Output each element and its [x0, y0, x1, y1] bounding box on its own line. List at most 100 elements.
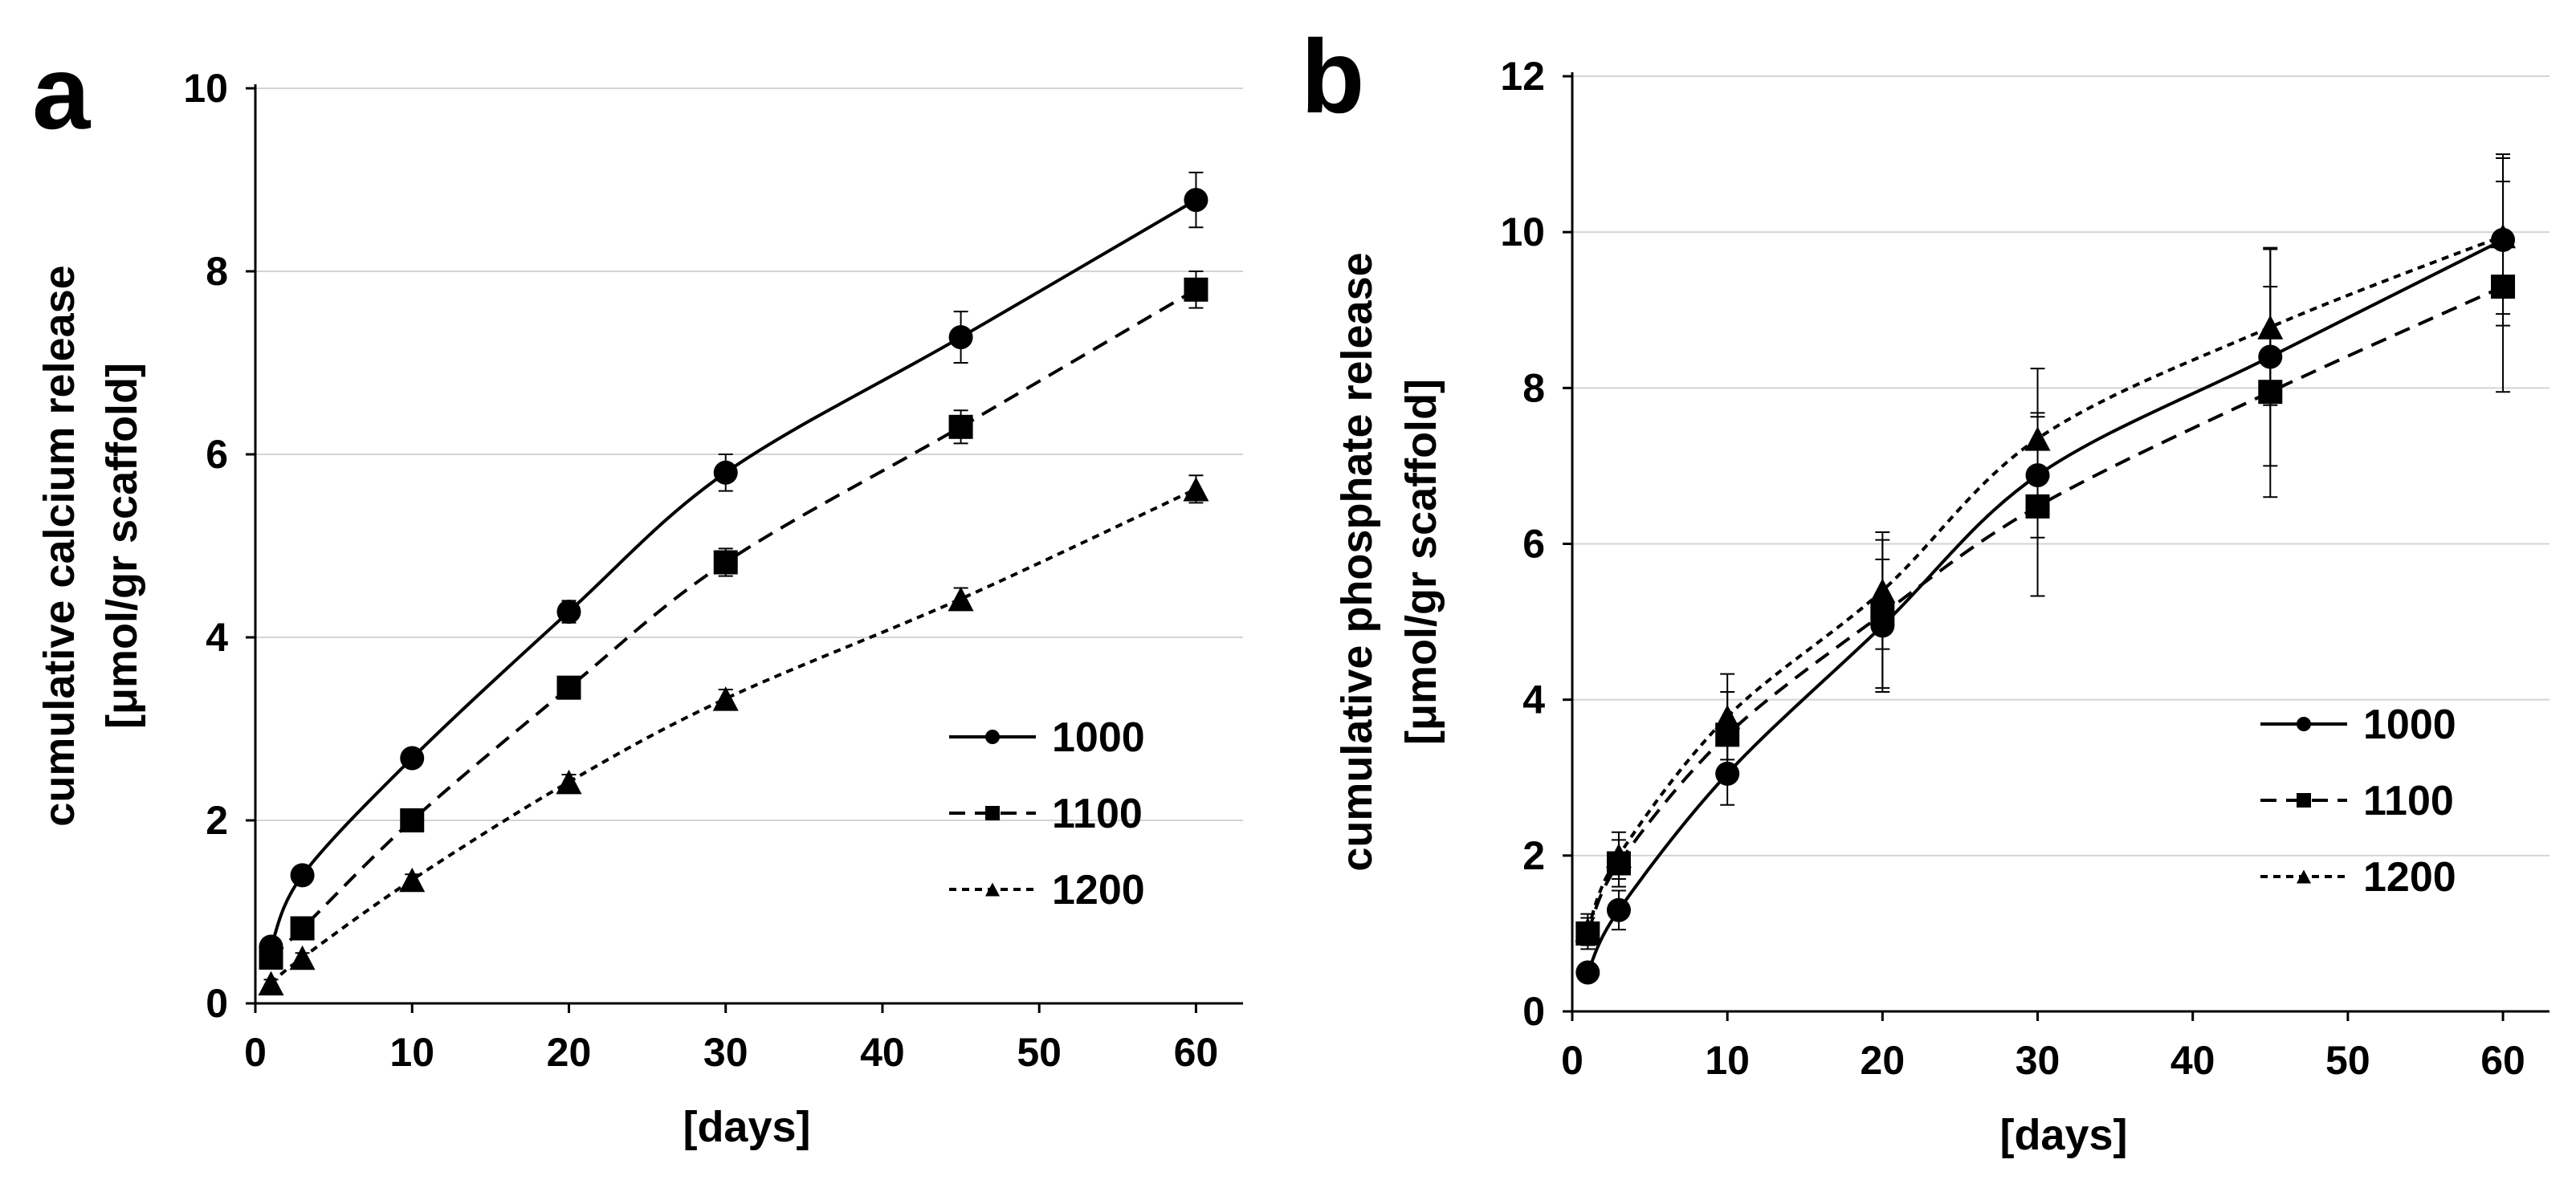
series-1200	[258, 474, 1209, 996]
data-point-1200	[1183, 477, 1209, 502]
panel-b-x-axis-label: [days]	[1999, 1111, 2127, 1159]
legend-marker-1200	[985, 882, 1000, 897]
legend-item-1100: 1100	[949, 791, 1143, 837]
x-tick-label: 60	[1174, 1030, 1219, 1075]
data-point-1100	[948, 414, 973, 439]
data-point-1000	[290, 863, 315, 888]
y-tick-label: 10	[1500, 210, 1545, 254]
panel-b-gridlines	[1572, 75, 2550, 856]
data-point-1200	[712, 686, 739, 711]
x-tick-label: 0	[244, 1030, 267, 1075]
data-point-1000	[713, 460, 738, 485]
panel-b: b 0 2 4 6 8 10 12 0 10 20 30 40 50 60 [days] cumulat…	[1301, 18, 2550, 1159]
y-tick-label: 12	[1500, 54, 1545, 99]
data-point-1200	[1714, 704, 1741, 730]
series-line-1000	[1586, 238, 2504, 974]
data-point-1200	[289, 945, 316, 970]
panel-a-y-axis-label-line1: cumulative calcium release	[35, 265, 84, 826]
data-point-1100	[290, 916, 315, 941]
series-line-1100	[1586, 285, 2504, 934]
y-tick-label: 4	[206, 615, 228, 660]
data-point-1100	[400, 808, 425, 832]
x-tick-label: 10	[389, 1030, 434, 1075]
data-point-1100	[1184, 277, 1209, 302]
data-point-1100	[259, 946, 283, 970]
data-point-1000	[1575, 960, 1600, 985]
legend-label: 1200	[1052, 867, 1145, 913]
data-point-1200	[2490, 223, 2517, 249]
y-tick-label: 8	[206, 249, 228, 294]
legend-item-1200: 1200	[2260, 854, 2456, 901]
panel-b-y-ticks: 0 2 4 6 8 10 12	[1500, 54, 1572, 1034]
y-tick-label: 0	[1522, 989, 1545, 1034]
x-tick-label: 30	[703, 1030, 748, 1075]
y-tick-label: 6	[1522, 522, 1545, 567]
data-point-1100	[556, 675, 581, 700]
panel-b-x-ticks: 0 10 20 30 40 50 60	[1561, 1011, 2525, 1083]
legend-item-1000: 1000	[949, 714, 1145, 761]
legend-item-1000: 1000	[2260, 702, 2456, 748]
y-tick-label: 0	[206, 981, 228, 1026]
legend-marker-1000	[2297, 717, 2311, 731]
x-tick-label: 40	[860, 1030, 905, 1075]
data-point-1000	[948, 325, 973, 350]
panel-a-y-axis-label-line2: [μmol/gr scaffold]	[98, 363, 146, 729]
panel-a-gridlines	[255, 87, 1243, 821]
panel-a-y-ticks: 0 2 4 6 8 10	[183, 66, 255, 1026]
data-point-1100	[713, 550, 738, 575]
legend-marker-1100	[2297, 793, 2311, 808]
y-tick-label: 8	[1522, 365, 1545, 410]
series-line-1200	[1586, 234, 2504, 930]
y-tick-label: 6	[206, 432, 228, 477]
y-tick-label: 2	[1522, 833, 1545, 878]
legend-item-1200: 1200	[949, 867, 1145, 913]
legend-marker-1200	[2297, 869, 2311, 884]
data-point-1000	[400, 746, 425, 771]
x-tick-label: 40	[2170, 1038, 2215, 1083]
y-tick-label: 2	[206, 798, 228, 843]
data-point-1200	[258, 970, 284, 996]
x-tick-label: 20	[547, 1030, 592, 1075]
x-tick-label: 20	[1861, 1038, 1906, 1083]
series-1100	[259, 271, 1209, 970]
panel-a-series	[258, 171, 1209, 996]
data-point-1200	[1605, 843, 1632, 869]
x-tick-label: 10	[1705, 1038, 1750, 1083]
panel-a-legend: 1000 1100 1200	[949, 714, 1145, 913]
data-point-1200	[2257, 315, 2284, 340]
data-point-1200	[399, 867, 426, 893]
legend-item-1100: 1100	[2260, 778, 2454, 824]
legend-marker-1100	[985, 806, 1000, 820]
series-1100	[1575, 181, 2516, 950]
legend-label: 1100	[1052, 791, 1143, 837]
data-point-1000	[556, 600, 581, 625]
data-point-1200	[1575, 917, 1601, 942]
x-tick-label: 50	[1017, 1030, 1062, 1075]
data-point-1000	[1606, 897, 1631, 922]
legend-label: 1000	[1052, 714, 1145, 761]
x-tick-label: 60	[2480, 1038, 2525, 1083]
series-1200	[1575, 157, 2517, 946]
data-point-1200	[556, 769, 582, 795]
panel-b-legend: 1000 1100 1200	[2260, 702, 2456, 901]
series-line-1100	[270, 288, 1197, 959]
panel-a-x-axis-label: [days]	[683, 1103, 810, 1151]
legend-label: 1100	[2363, 778, 2454, 824]
series-1000	[259, 171, 1209, 959]
panel-b-y-axis-label-line1: cumulative phosphate release	[1333, 252, 1381, 871]
panel-b-letter: b	[1301, 18, 1364, 135]
panel-a-letter: a	[32, 34, 92, 151]
data-point-1200	[948, 586, 974, 612]
panel-a-axes	[254, 84, 1243, 1005]
series-line-1200	[270, 487, 1197, 985]
y-tick-label: 10	[183, 66, 228, 111]
x-tick-label: 30	[2016, 1038, 2060, 1083]
x-tick-label: 50	[2325, 1038, 2370, 1083]
data-point-1200	[2024, 426, 2051, 451]
panel-b-series	[1575, 153, 2517, 985]
series-line-1000	[269, 198, 1197, 948]
data-point-1000	[1184, 188, 1209, 213]
x-tick-label: 0	[1561, 1038, 1584, 1083]
legend-label: 1000	[2363, 702, 2456, 748]
